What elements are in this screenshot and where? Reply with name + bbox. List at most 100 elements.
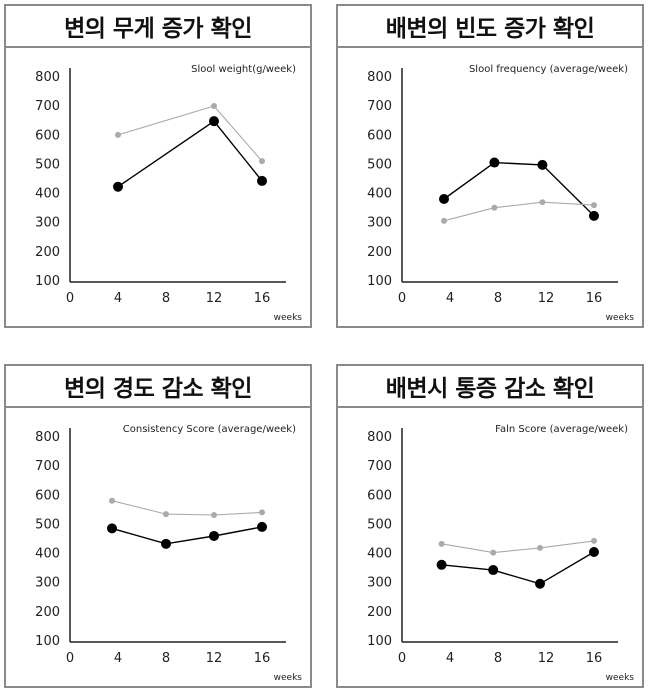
data-point-treatment [113,181,123,192]
x-tick-label: 16 [254,651,271,666]
series-line-control [117,105,263,162]
chart-subtitle: Faln Score (average/week) [495,424,628,435]
data-point-treatment [107,523,117,534]
data-point-control [259,509,265,516]
chart-panel-pain: 배변시 통증 감소 확인 100 200 300 400 500 600 700 800 0 4 8… [336,364,644,688]
x-tick-label: 4 [446,291,454,306]
data-point-control [539,199,546,206]
x-tick-label: 4 [446,651,454,666]
y-tick-label: 800 [35,70,60,85]
x-tick-label: 16 [254,291,271,306]
data-point-treatment [589,210,599,221]
y-tick-label: 500 [367,517,392,532]
data-point-control [163,511,169,518]
x-tick-label: 0 [398,651,406,666]
y-tick-label: 600 [367,128,392,143]
data-point-treatment [489,157,500,168]
x-axis-label: weeks [274,673,303,683]
x-tick-label: 0 [66,651,74,666]
x-tick-label: 8 [494,291,502,306]
x-tick-label: 0 [66,291,74,306]
y-tick-label: 200 [367,605,392,620]
chart-title: 변의 무게 증가 확인 [6,6,310,48]
data-point-control [109,497,115,504]
data-point-control [441,217,447,224]
chart-panel-stool-weight: 변의 무게 증가 확인 100 200 300 400 500 600 700 800 0 4 8 1… [4,4,312,328]
data-point-control [490,549,497,556]
series-line-control [443,201,595,222]
data-point-control [537,544,543,551]
data-point-control [591,202,597,209]
y-tick-label: 200 [367,245,392,260]
x-axis-label: weeks [606,313,635,323]
x-tick-label: 12 [206,651,223,666]
series-line-control [441,540,595,554]
chart-title: 배변의 빈도 증가 확인 [338,6,642,48]
chart-panel-consistency: 변의 경도 감소 확인 100 200 300 400 500 600 700 800 0 4 8 1… [4,364,312,688]
series-line-treatment [441,551,595,585]
y-tick-label: 100 [35,274,60,289]
chart-title: 변의 경도 감소 확인 [6,366,310,408]
x-tick-label: 4 [114,651,122,666]
y-tick-label: 400 [35,547,60,562]
y-tick-label: 500 [367,157,392,172]
chart-subtitle: Consistency Score (average/week) [123,424,296,435]
y-tick-label: 100 [367,634,392,649]
data-point-control [491,204,498,211]
data-point-treatment [535,578,545,589]
data-point-treatment [488,565,499,576]
series-line-treatment [117,120,263,188]
data-point-treatment [439,193,449,204]
y-tick-label: 500 [35,157,60,172]
y-tick-label: 600 [367,488,392,503]
y-tick-label: 300 [35,576,60,591]
y-tick-label: 700 [367,459,392,474]
chart-pain: 100 200 300 400 500 600 700 800 0 4 8 12 16 Faln Scor… [367,424,635,683]
y-tick-label: 300 [367,216,392,231]
chart-subtitle: Slool weight(g/week) [191,64,296,75]
data-point-control [115,131,121,138]
y-tick-label: 500 [35,517,60,532]
x-axis-label: weeks [274,313,303,323]
data-point-control [438,540,445,547]
data-point-treatment [589,546,599,557]
data-point-control [211,511,217,518]
chart-panel-stool-frequency: 배변의 빈도 증가 확인 100 200 300 400 500 600 700 800 0 4 8… [336,4,644,328]
y-tick-label: 600 [35,128,60,143]
data-point-treatment [436,559,447,570]
x-tick-label: 8 [162,291,170,306]
data-point-treatment [257,175,267,186]
x-tick-label: 8 [494,651,502,666]
y-tick-label: 300 [35,216,60,231]
y-tick-label: 400 [35,187,60,202]
x-tick-label: 16 [586,651,603,666]
data-point-treatment [209,530,219,541]
y-tick-label: 800 [367,70,392,85]
y-tick-label: 200 [35,245,60,260]
y-tick-label: 800 [35,430,60,445]
x-axis-label: weeks [606,673,635,683]
series-line-treatment [443,161,595,217]
series-line-control [111,500,263,516]
y-tick-label: 700 [367,99,392,114]
data-point-control [259,158,265,165]
y-tick-label: 100 [367,274,392,289]
chart-subtitle: Slool frequency (average/week) [469,64,628,75]
y-tick-label: 400 [367,187,392,202]
x-tick-label: 12 [206,291,223,306]
y-tick-label: 200 [35,605,60,620]
data-point-control [211,103,217,110]
x-tick-label: 16 [586,291,603,306]
chart-stool-frequency: 100 200 300 400 500 600 700 800 0 4 8 12 16 Slool fre… [367,64,635,323]
data-point-treatment [537,159,548,170]
chart-consistency: 100 200 300 400 500 600 700 800 0 4 8 12 16 Consisten… [35,424,303,683]
y-tick-label: 700 [35,99,60,114]
x-tick-label: 4 [114,291,122,306]
y-tick-label: 700 [35,459,60,474]
x-tick-label: 8 [162,651,170,666]
y-tick-label: 100 [35,634,60,649]
x-tick-label: 0 [398,291,406,306]
chart-title: 배변시 통증 감소 확인 [338,366,642,408]
series-line-treatment [111,526,263,545]
data-point-control [591,537,597,544]
